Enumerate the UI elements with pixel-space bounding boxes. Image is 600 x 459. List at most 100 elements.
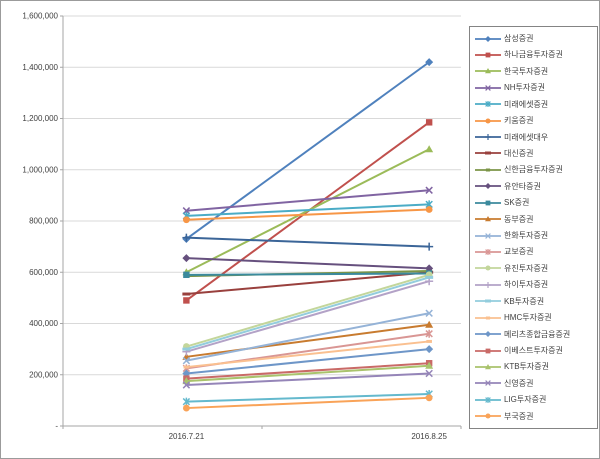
legend-label: 교보증권 [504,247,534,257]
data-point-marker [183,297,190,304]
series [183,339,432,369]
legend-marker-icon [475,348,501,353]
series [182,200,433,220]
legend-label: 미래에셋대우 [504,132,549,142]
legend-marker-icon [475,281,501,288]
series-line [186,340,430,369]
y-tick-label: 1,000,000 [22,165,58,174]
legend-item: 메리츠종합금융증권 [475,328,594,341]
data-point-marker [425,309,433,317]
legend-label: 유안타증권 [504,181,541,191]
data-point-marker [425,329,433,338]
series [182,309,433,365]
legend-marker-icon [475,118,501,124]
legend-item: 한화투자증권 [475,229,594,242]
legend-item: 하이투자증권 [475,278,594,291]
legend-item: 신영증권 [475,377,594,390]
legend-marker-icon [475,134,501,141]
series-line [186,189,430,212]
legend-marker-icon [475,331,501,338]
legend-item: KTB투자증권 [475,360,594,373]
series-line [186,392,430,403]
legend-item: 신한금융투자증권 [475,163,594,176]
series-line [186,271,430,296]
legend-marker-icon [475,248,501,255]
legend-label: LIG투자증권 [504,395,547,405]
legend-marker-icon [475,35,501,42]
legend-marker-icon [475,316,501,320]
data-point-marker [182,404,190,412]
legend-item: NH투자증권 [475,81,594,94]
legend-label: 이베스트투자증권 [504,346,563,356]
legend-marker-icon [475,84,501,91]
legend-item: KB투자증권 [475,295,594,308]
y-tick-label: 1,600,000 [22,12,58,21]
legend-label: 신영증권 [504,378,534,388]
series-line [186,272,430,276]
legend-label: 한국투자증권 [504,66,549,76]
series-line [186,236,430,248]
legend-label: KB투자증권 [504,296,545,306]
legend-marker-icon [475,413,501,419]
data-point-marker [425,58,434,67]
series-line [185,61,430,240]
legend-marker-icon [475,363,501,370]
legend-label: 한화투자증권 [504,231,549,241]
legend-marker-icon [475,52,501,58]
legend-item: HMC투자증권 [475,311,594,324]
data-point-marker [425,394,433,402]
legend-label: 미래에셋증권 [504,99,549,109]
y-tick-label: 1,200,000 [22,114,58,123]
series-line [186,372,430,386]
series [182,254,434,273]
legend-item: 삼성증권 [475,32,594,45]
legend-marker-icon [475,68,501,74]
series-line [186,276,430,351]
data-point-marker [425,242,434,251]
legend-label: 메리츠종합금융증권 [504,329,571,339]
y-tick-label: 200,000 [29,370,58,379]
series-line [186,312,430,362]
data-point-marker [182,233,191,242]
data-point-marker [425,320,434,328]
legend-label: HMC투자증권 [504,313,552,323]
legend-item: 이베스트투자증권 [475,344,594,357]
series [182,206,433,224]
legend-marker-icon [475,299,501,303]
y-tick-label: 600,000 [29,268,58,277]
legend-item: 대신증권 [475,147,594,160]
x-category-label: 2016.7.21 [169,432,205,441]
legend-item: 교보증권 [475,245,594,258]
y-tick-label: 400,000 [29,319,58,328]
series-line [186,362,430,380]
series-line [186,280,430,353]
series [182,369,433,389]
legend-item: 한국투자증권 [475,65,594,78]
data-point-marker [425,369,433,378]
legend-marker-icon [475,265,501,271]
legend-item: 하나금융투자증권 [475,48,594,61]
legend-item: 키움증권 [475,114,594,127]
series [182,233,434,251]
legend-marker-icon [475,216,501,222]
data-point-marker [182,254,191,263]
legend-label: 대신증권 [504,148,534,158]
legend-label: 키움증권 [504,116,534,126]
data-point-marker [425,119,433,126]
legend-label: 하나금융투자증권 [504,50,563,60]
series-line [186,396,430,410]
legend-label: 하이투자증권 [504,280,549,290]
series-line [186,208,430,221]
series-line [186,273,430,348]
data-point-marker [182,216,190,224]
legend-label: 신한금융투자증권 [504,165,563,175]
data-point-marker [182,356,191,365]
series-line [186,364,430,383]
legend-label: 유진투자증권 [504,263,549,273]
legend-marker-icon [475,396,501,403]
data-point-marker [425,361,434,369]
data-point-marker [183,271,190,279]
series [182,277,434,356]
